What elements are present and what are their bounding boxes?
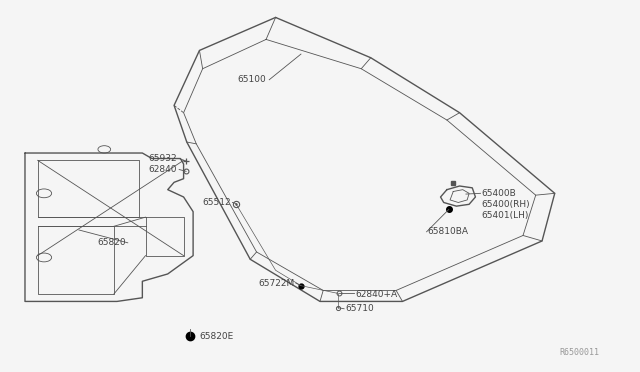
Text: 65710: 65710 — [346, 304, 374, 313]
Text: 65401(LH): 65401(LH) — [482, 211, 529, 220]
Text: 62840: 62840 — [148, 165, 177, 174]
Text: 65400(RH): 65400(RH) — [482, 200, 531, 209]
Text: 65400B: 65400B — [482, 189, 516, 198]
Text: 65512: 65512 — [202, 198, 231, 207]
Text: 65810BA: 65810BA — [428, 227, 469, 236]
Text: 65932: 65932 — [148, 154, 177, 163]
Text: 65820: 65820 — [98, 238, 127, 247]
Text: 65722M: 65722M — [259, 279, 294, 288]
Text: 65820E: 65820E — [200, 332, 234, 341]
Text: 65100: 65100 — [237, 75, 266, 84]
Text: R6500011: R6500011 — [559, 348, 599, 357]
Text: 62840+A: 62840+A — [355, 289, 397, 299]
